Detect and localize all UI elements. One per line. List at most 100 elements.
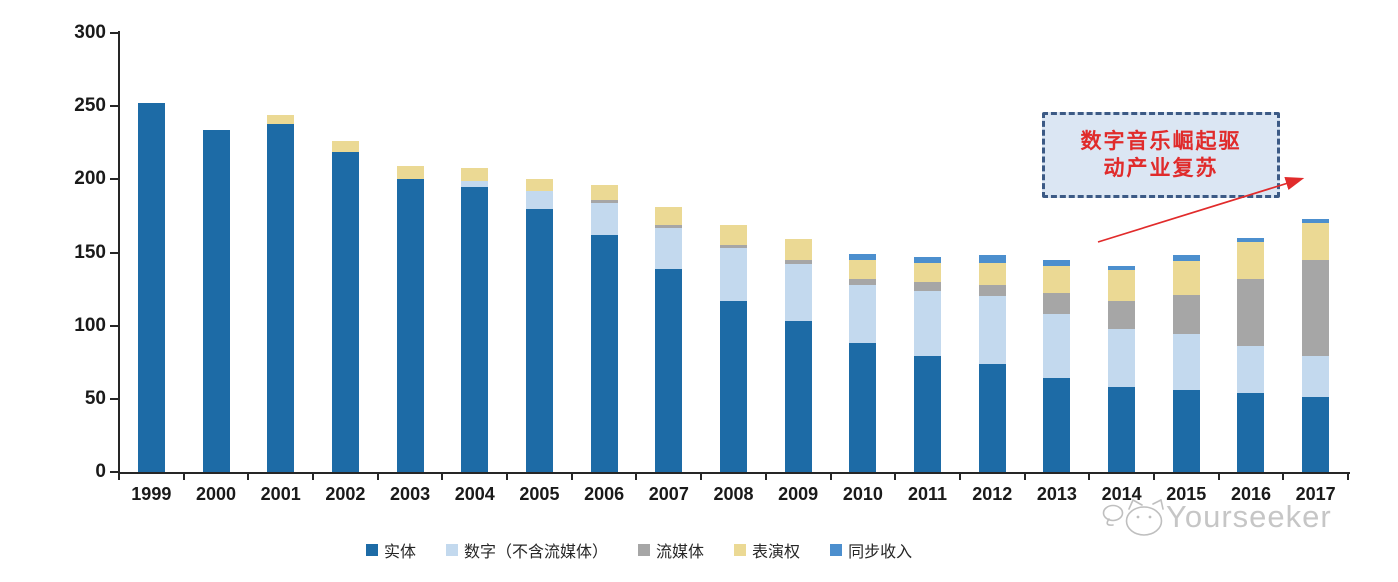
legend-label: 实体 bbox=[384, 544, 417, 561]
x-axis-label-2005: 2005 bbox=[519, 484, 560, 504]
x-axis-label-2000: 2000 bbox=[195, 484, 237, 504]
y-axis-tick-label: 300 bbox=[74, 22, 106, 43]
bar-segment-表演权 bbox=[849, 259, 877, 279]
y-axis-tick bbox=[110, 471, 118, 473]
bar-segment-同步收入 bbox=[1108, 265, 1136, 271]
bar-segment-数字（不含流媒体） bbox=[849, 284, 877, 344]
stacked-bar-2002 bbox=[331, 141, 359, 472]
bar-segment-流媒体 bbox=[914, 281, 942, 291]
bar-segment-同步收入 bbox=[1172, 255, 1200, 262]
y-axis-tick bbox=[110, 178, 118, 181]
stacked-bar-1999 bbox=[137, 103, 165, 472]
x-axis-tick bbox=[570, 474, 573, 480]
watermark: Yourseeker bbox=[1100, 494, 1332, 540]
stacked-bar-2009 bbox=[784, 239, 812, 472]
x-axis-tick bbox=[829, 474, 832, 480]
bar-segment-流媒体 bbox=[655, 224, 683, 228]
bar-segment-表演权 bbox=[396, 166, 424, 180]
bar-segment-实体 bbox=[525, 208, 553, 472]
x-axis-label-2001: 2001 bbox=[260, 484, 301, 504]
bar-segment-数字（不含流媒体） bbox=[590, 202, 618, 235]
bar-segment-实体 bbox=[1302, 397, 1330, 472]
stacked-bar-2010 bbox=[849, 253, 877, 472]
x-axis-tick bbox=[247, 474, 250, 480]
y-axis-tick-label: 150 bbox=[74, 241, 106, 263]
legend-swatch bbox=[446, 544, 459, 556]
x-axis-tick bbox=[1088, 474, 1091, 480]
bar-segment-数字（不含流媒体） bbox=[1043, 313, 1071, 379]
bar-segment-实体 bbox=[590, 234, 618, 472]
x-axis-tick bbox=[958, 474, 961, 480]
bar-segment-数字（不含流媒体） bbox=[1108, 328, 1136, 388]
bar-segment-表演权 bbox=[1043, 265, 1071, 294]
y-axis-tick-label: 100 bbox=[74, 314, 106, 336]
bar-segment-实体 bbox=[978, 363, 1006, 472]
x-axis-label-1999: 1999 bbox=[131, 484, 172, 504]
bar-segment-流媒体 bbox=[590, 199, 618, 203]
stacked-bar-2003 bbox=[396, 166, 424, 472]
x-axis-tick bbox=[700, 474, 703, 480]
stacked-bar-2013 bbox=[1043, 259, 1071, 472]
x-axis-tick bbox=[1152, 474, 1155, 480]
y-axis-tick-label: 0 bbox=[95, 461, 106, 482]
bar-segment-流媒体 bbox=[1043, 293, 1071, 314]
legend-label: 流媒体 bbox=[656, 544, 705, 561]
legend-swatch bbox=[830, 544, 843, 556]
legend-swatch bbox=[734, 544, 747, 556]
x-axis-label-2008: 2008 bbox=[713, 484, 754, 504]
stacked-bar-2001 bbox=[267, 114, 295, 472]
bar-segment-实体 bbox=[1043, 378, 1071, 472]
bar-segment-同步收入 bbox=[914, 256, 942, 263]
legend-item: 表演权 bbox=[734, 538, 800, 562]
x-axis-tick bbox=[376, 474, 379, 480]
x-axis-tick bbox=[312, 474, 315, 480]
y-axis-tick bbox=[110, 324, 118, 327]
legend-label: 数字（不含流媒体） bbox=[464, 544, 609, 561]
bar-segment-数字（不含流媒体） bbox=[655, 227, 683, 269]
x-axis-label-2010: 2010 bbox=[842, 484, 883, 504]
bar-segment-实体 bbox=[784, 321, 812, 472]
x-axis-label-2017: 2017 bbox=[1295, 484, 1336, 504]
x-axis-tick bbox=[182, 474, 185, 480]
stacked-bar-2008 bbox=[720, 224, 747, 472]
stacked-bar-2000 bbox=[202, 129, 230, 472]
stacked-bar-2005 bbox=[525, 179, 553, 472]
bar-segment-表演权 bbox=[655, 207, 683, 225]
x-axis-label-2009: 2009 bbox=[778, 484, 819, 504]
bar-segment-表演权 bbox=[1237, 242, 1265, 279]
stacked-bar-2015 bbox=[1172, 255, 1200, 472]
stacked-bar-2017 bbox=[1302, 218, 1330, 472]
bar-segment-流媒体 bbox=[1108, 300, 1136, 329]
bar-segment-流媒体 bbox=[1172, 294, 1200, 335]
x-axis-label-2002: 2002 bbox=[325, 484, 366, 504]
bar-segment-数字（不含流媒体） bbox=[978, 296, 1006, 364]
bar-segment-表演权 bbox=[784, 239, 812, 260]
legend-label: 表演权 bbox=[752, 544, 801, 561]
legend: 实体 数字（不含流媒体） 流媒体 表演权 同步收入 bbox=[366, 538, 912, 562]
bar-segment-表演权 bbox=[978, 262, 1006, 285]
bar-segment-表演权 bbox=[914, 262, 942, 282]
bar-segment-同步收入 bbox=[849, 253, 877, 260]
annotation-callout: 数字音乐崛起驱 动产业复苏 bbox=[1042, 112, 1280, 198]
x-axis-tick bbox=[635, 474, 638, 480]
x-axis-label-2012: 2012 bbox=[972, 484, 1013, 504]
x-axis-label-2016: 2016 bbox=[1230, 484, 1271, 504]
bar-segment-流媒体 bbox=[784, 259, 812, 265]
x-axis-label-2011: 2011 bbox=[908, 484, 948, 504]
bar-segment-实体 bbox=[202, 129, 230, 472]
legend-item: 数字（不含流媒体） bbox=[446, 538, 608, 562]
y-axis-tick bbox=[110, 397, 118, 400]
x-axis-line bbox=[118, 472, 1350, 474]
bar-segment-流媒体 bbox=[1237, 278, 1265, 347]
legend-item: 同步收入 bbox=[830, 538, 912, 562]
x-axis-label-2004: 2004 bbox=[454, 484, 495, 504]
legend-item: 实体 bbox=[366, 538, 416, 562]
bar-segment-实体 bbox=[1237, 392, 1265, 472]
bar-segment-表演权 bbox=[461, 167, 489, 181]
bar-segment-同步收入 bbox=[1043, 259, 1071, 266]
bar-segment-实体 bbox=[137, 103, 165, 472]
x-axis-tick bbox=[1217, 474, 1220, 480]
bar-segment-流媒体 bbox=[849, 278, 877, 285]
y-axis-tick bbox=[110, 105, 118, 108]
